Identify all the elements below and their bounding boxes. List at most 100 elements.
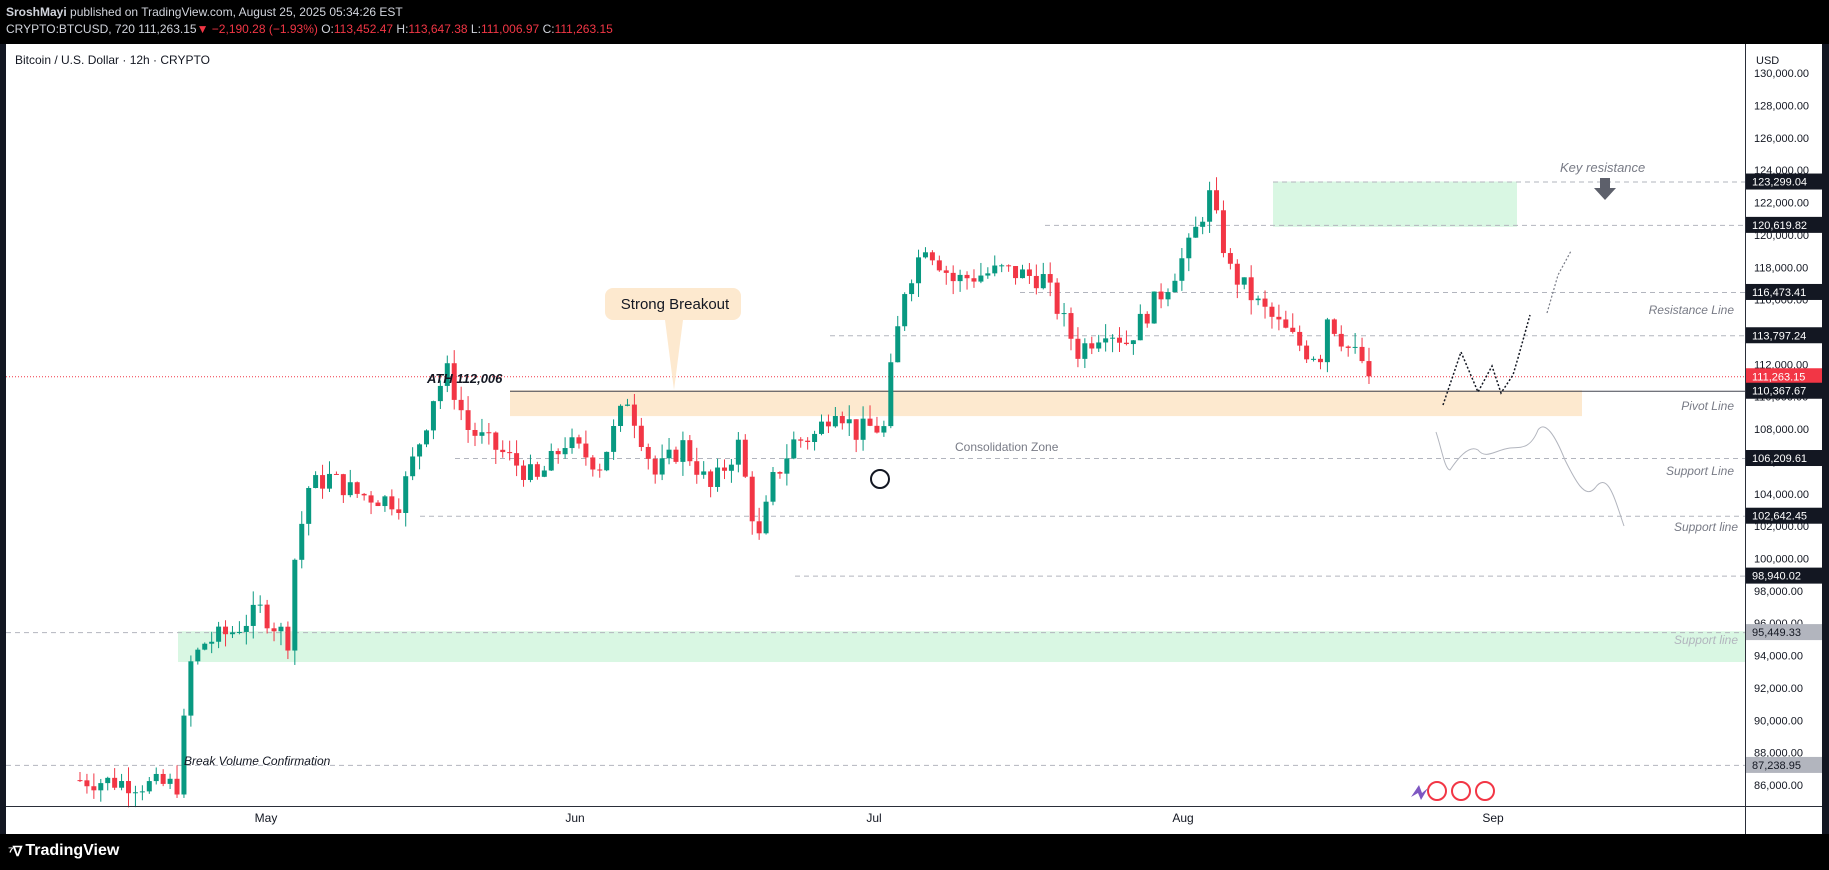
candle-body [1165,292,1171,300]
event-flag-icon [1475,781,1495,801]
price-axis-label: 102,642.45 [1752,511,1807,523]
candle-body [680,440,686,462]
candle-body [493,432,499,450]
candle-body [1047,274,1053,283]
publish-header: SroshMayi published on TradingView.com, … [0,0,1829,44]
candle-body [209,641,215,644]
candle-body [832,416,838,427]
candle-body [659,458,665,475]
candle-body [320,475,326,489]
candle-body [964,274,970,279]
candle-body [749,476,755,522]
bearish-projection-path [1435,426,1625,527]
candle-body [548,450,554,471]
support-line-label-1: Support Line [1666,464,1734,478]
y-tick-label: 104,000.00 [1754,489,1809,501]
candle-body [1033,275,1039,289]
candle-body [91,786,97,791]
price-axis-label: 110,367.67 [1752,386,1806,398]
y-tick-label: 126,000.00 [1754,133,1809,145]
candle-body [306,487,312,524]
candle-body [514,453,520,466]
candle-body [687,440,693,462]
price-axis-label-bg [1746,450,1822,467]
candle-body [299,523,305,560]
candle-body [1172,280,1178,293]
candle-body [631,404,637,426]
candle-body [1130,340,1136,345]
candle-body [618,405,624,427]
candle-body [916,257,922,284]
open-value: 113,452.47 [333,22,394,36]
candle-body [943,270,949,273]
support-zone [178,631,1745,663]
candle-body [922,252,928,258]
author-name[interactable]: SroshMayi [6,5,67,19]
candle-body [590,457,596,470]
candle-body [153,773,159,782]
currency-label[interactable]: USD [1756,55,1780,67]
candle-body [382,496,388,507]
candle-body [728,464,734,471]
candle-body [458,399,464,411]
candle-body [105,777,111,784]
candle-body [1359,346,1365,362]
y-tick-label: 94,000.00 [1754,651,1803,663]
candle-body [770,472,776,502]
candle-body [285,626,291,651]
price-change: −2,190.28 (−1.93%) [211,22,318,36]
candle-body [417,444,423,457]
candle-body [624,404,630,406]
tradingview-brand[interactable]: ⁷ᐁ TradingView [8,842,119,860]
candle-body [985,273,991,276]
candle-body [486,432,492,434]
candle-body [1193,226,1199,238]
candle-body [333,473,339,475]
candle-body [375,502,381,507]
price-axis-label-bg [1746,327,1822,344]
candle-body [541,470,547,477]
candle-body [576,437,582,444]
price-axis-label: 111,263.15 [1752,371,1805,383]
candle-body [1304,345,1310,360]
candle-body [805,440,811,443]
candle-body [250,604,256,626]
candle-body [638,425,644,447]
event-flag-icon [1427,781,1447,801]
break-volume-label: Break Volume Confirmation [184,754,331,768]
candle-body [340,474,346,496]
candle-body [604,451,610,471]
chart-pane[interactable] [6,44,1822,834]
price-axis-label: 106,209.61 [1752,453,1807,465]
price-axis-label: 123,299.04 [1752,177,1807,189]
candle-body [992,265,998,274]
candle-body [451,363,457,400]
bullish-projection-path [1442,314,1531,406]
candle-body [611,426,617,452]
bullish-extension-path [1546,250,1572,314]
candle-body [119,781,125,788]
candle-body [223,626,229,635]
candle-body [1110,337,1116,339]
candle-body [597,469,603,471]
support-line-label-2: Support line [1674,520,1738,534]
key-resistance-arrow-icon [1594,178,1616,200]
support-line-label-3: Support line [1674,633,1738,647]
candle-body [1144,313,1150,324]
candle-body [846,419,852,424]
y-tick-label: 90,000.00 [1754,715,1803,727]
price-labels: 123,299.04 120,619.82 116,473.41 113,797.24… [1746,173,1822,773]
price-axis-label-bg [1746,507,1822,524]
brand-name: TradingView [25,842,120,859]
candle-body [888,362,894,427]
candle-body [368,495,374,503]
y-tick-label: 88,000.00 [1754,748,1803,760]
candle-body [1241,277,1247,285]
price-axis-label: 116,473.41 [1752,287,1806,299]
candle-body [1075,338,1081,359]
x-tick-label: Jun [565,811,584,825]
candle-body [216,626,222,642]
candle-body [1234,263,1240,285]
price-axis-label-bg [1746,382,1822,399]
